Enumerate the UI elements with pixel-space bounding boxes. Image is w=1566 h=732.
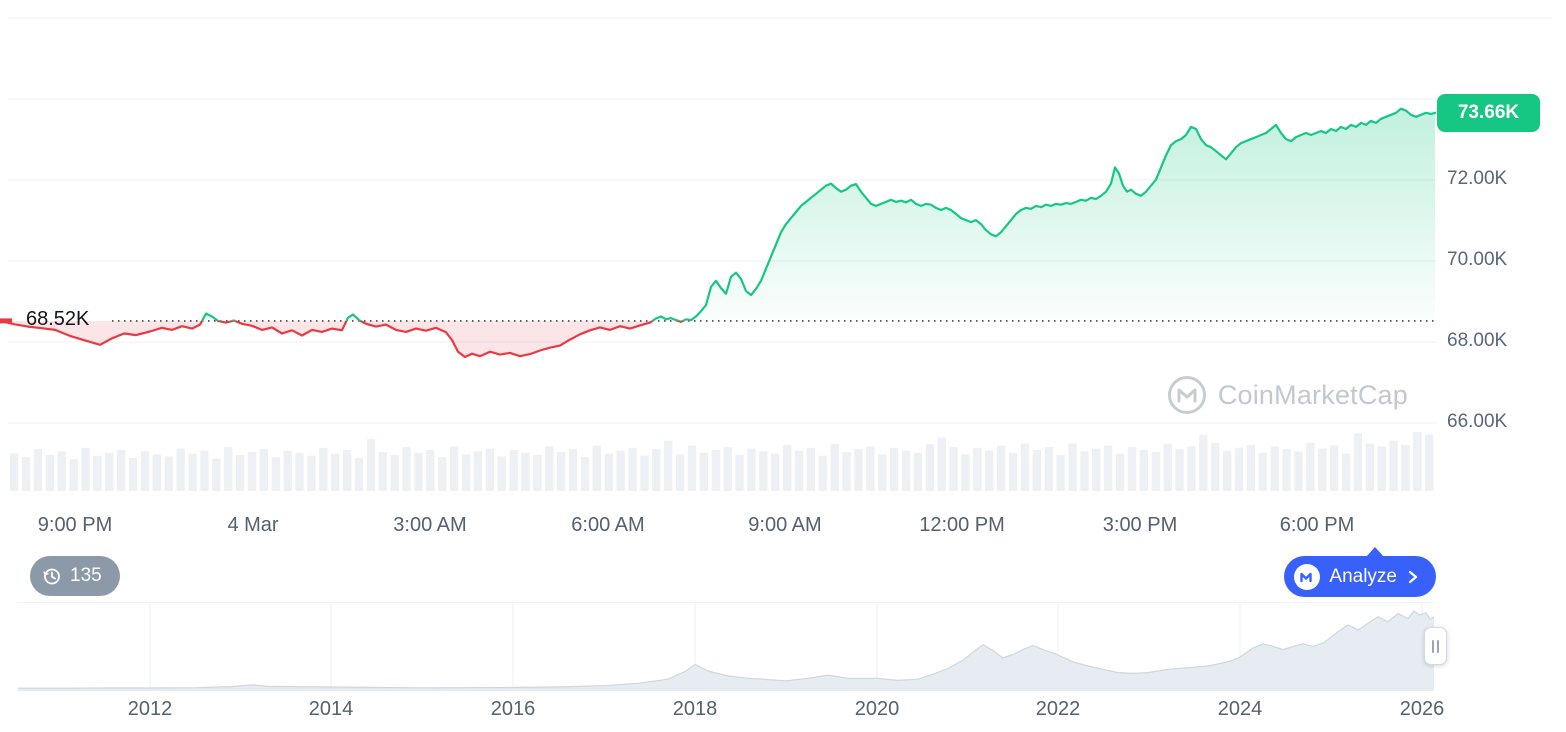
price-area-up <box>0 108 1435 321</box>
analyze-button[interactable]: Analyze <box>1284 547 1436 597</box>
last-price-badge: 73.66K <box>1437 93 1540 132</box>
main-chart-area[interactable]: 68.52K 73.66K 72.00K 70.00K 68.00K 66.00K C… <box>0 0 1566 500</box>
x-axis-tick-label: 9:00 PM <box>37 514 113 536</box>
navigator-area-outline <box>18 610 1434 689</box>
chevron-right-icon <box>1408 570 1418 583</box>
navigator-year-label: 2018 <box>672 698 718 720</box>
navigator-year-label: 2016 <box>490 698 536 720</box>
handle-grip-bar <box>1432 639 1434 653</box>
navigator-year-label: 2012 <box>127 698 173 720</box>
watermark-text: CoinMarketCap <box>1217 379 1408 410</box>
analyze-label: Analyze <box>1329 565 1397 587</box>
navigator-year-labels: 2012 2014 2016 2018 2020 2022 2024 2026 <box>0 694 1566 728</box>
price-line-down <box>0 320 692 359</box>
navigator-chart-svg[interactable] <box>18 603 1434 691</box>
open-price-tick <box>0 318 12 324</box>
navigator-year-label: 2024 <box>1217 698 1263 720</box>
price-chart-svg[interactable] <box>0 0 1566 500</box>
watermark: CoinMarketCap <box>1166 374 1408 416</box>
baseline-price-label: 68.52K <box>26 307 90 330</box>
x-axis-tick-label: 3:00 AM <box>393 514 467 536</box>
navigator-area <box>18 611 1434 691</box>
price-area-down <box>0 320 683 357</box>
handle-grip-bar <box>1437 639 1439 653</box>
x-axis-tick-label: 3:00 PM <box>1102 514 1178 536</box>
coinmarketcap-logo-icon <box>1167 376 1206 414</box>
x-axis-tick-label: 6:00 AM <box>571 514 645 536</box>
analyze-tooltip-arrow <box>1366 547 1385 557</box>
navigator-year-label: 2014 <box>308 698 354 720</box>
history-clock-icon <box>43 568 60 585</box>
x-axis-tick-label: 6:00 PM <box>1279 514 1355 536</box>
volume-bars <box>10 432 1434 491</box>
history-count-button[interactable]: 135 <box>30 556 120 596</box>
navigator-year-label: 2020 <box>854 698 900 720</box>
history-count: 135 <box>70 565 102 586</box>
x-axis-tick-label: 12:00 PM <box>919 514 1005 536</box>
x-axis-tick-label: 4 Mar <box>227 514 279 536</box>
coinmarketcap-badge-icon <box>1294 563 1321 590</box>
navigator-year-label: 2022 <box>1035 698 1081 720</box>
timeline-navigator[interactable] <box>18 602 1434 691</box>
navigator-resize-handle[interactable] <box>1424 627 1447 665</box>
price-line-up <box>0 107 1437 321</box>
navigator-year-label: 2026 <box>1399 698 1445 720</box>
x-axis-labels: 9:00 PM 4 Mar 3:00 AM 6:00 AM 9:00 AM 12:00 P… <box>0 500 1566 552</box>
x-axis-tick-label: 9:00 AM <box>748 514 822 536</box>
